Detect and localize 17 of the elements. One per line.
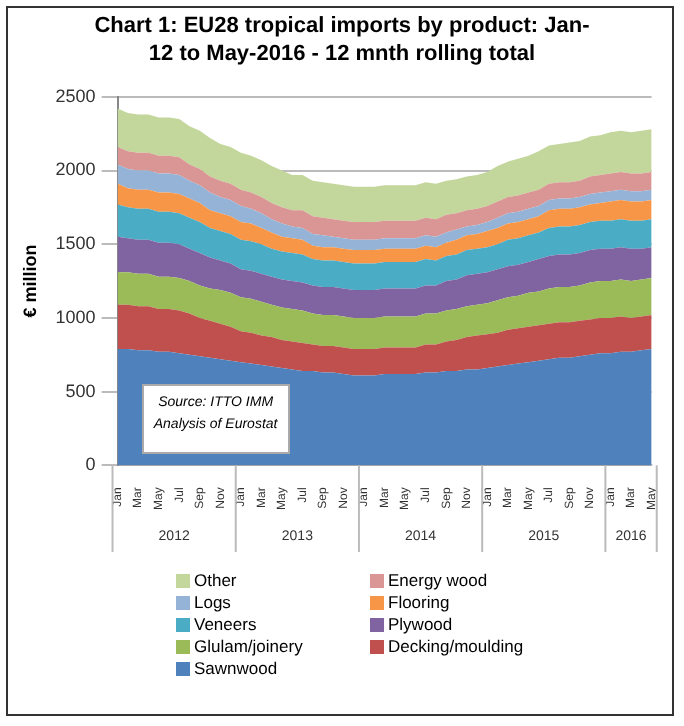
legend-label: Glulam/joinery bbox=[194, 636, 303, 658]
legend-label: Logs bbox=[194, 592, 231, 614]
y-tick-label: 2000 bbox=[55, 159, 96, 180]
y-tick-label: 1000 bbox=[55, 306, 96, 327]
y-tick-label: 1500 bbox=[55, 233, 96, 254]
legend-label: Sawnwood bbox=[194, 658, 278, 680]
legend-label: Veneers bbox=[194, 614, 257, 636]
chart-title: Chart 1: EU28 tropical imports by product: Jan-12 to May-2016 - 12 mnth rolling total bbox=[92, 12, 592, 68]
legend-label: Flooring bbox=[388, 592, 450, 614]
y-tick-label: 500 bbox=[65, 380, 96, 401]
y-tick-label: 2500 bbox=[55, 85, 96, 106]
legend-label: Plywood bbox=[388, 614, 453, 636]
legend-label: Energy wood bbox=[388, 570, 488, 592]
y-axis-title: € million bbox=[19, 244, 40, 318]
y-tick-label: 0 bbox=[85, 454, 96, 475]
legend-label: Decking/moulding bbox=[388, 636, 524, 658]
legend-label: Other bbox=[194, 570, 237, 592]
